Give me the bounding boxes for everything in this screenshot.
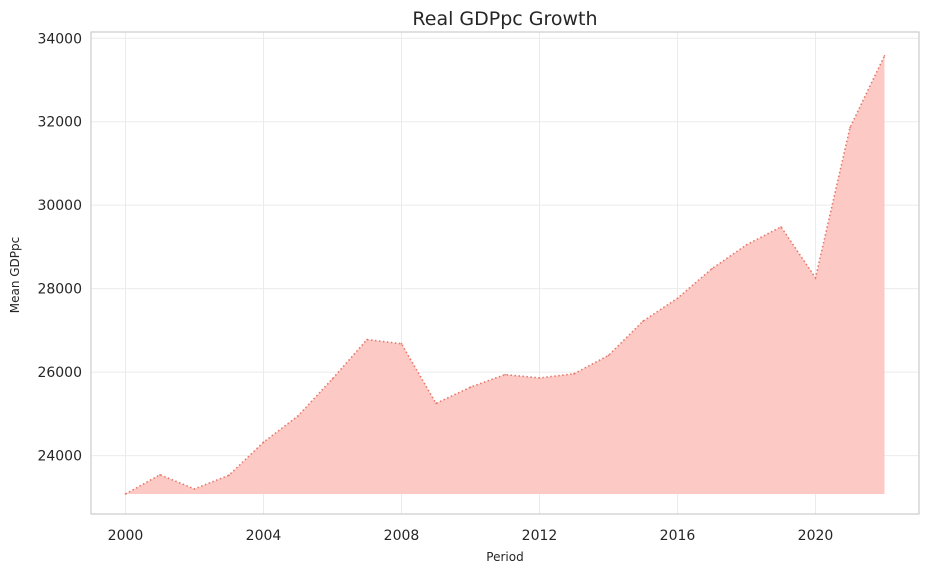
plot-frame [90, 31, 920, 515]
data-point [849, 126, 851, 129]
x-ticks: 2000 2004 2008 2012 2016 2020 [108, 528, 834, 544]
data-point [262, 441, 265, 444]
grid [91, 32, 919, 514]
area-fill [125, 55, 885, 494]
data-points [124, 54, 886, 495]
series-line [125, 55, 886, 495]
data-point [642, 320, 644, 323]
y-ticks: 24000 26000 28000 30000 32000 34000 [37, 31, 82, 464]
x-tick-label: 2012 [522, 528, 558, 544]
data-point [124, 493, 127, 495]
data-point [814, 276, 817, 279]
data-point [538, 377, 541, 379]
x-tick-label: 2004 [246, 528, 282, 544]
y-tick-label: 24000 [37, 449, 82, 465]
data-point [711, 267, 713, 270]
x-tick-label: 2020 [798, 528, 834, 544]
x-axis-label: Period [486, 550, 523, 564]
chart-title: Real GDPpc Growth [412, 8, 597, 30]
data-point [193, 488, 196, 490]
data-point [297, 415, 299, 417]
data-point [159, 473, 161, 476]
data-point [469, 386, 472, 388]
y-tick-label: 30000 [37, 198, 82, 214]
y-tick-label: 26000 [37, 365, 82, 381]
x-tick-label: 2008 [384, 528, 420, 544]
data-point [573, 372, 575, 375]
data-point [228, 474, 230, 476]
data-point [435, 402, 437, 405]
y-axis-label: Mean GDPpc [8, 237, 22, 314]
y-tick-label: 28000 [37, 282, 82, 298]
y-tick-label: 34000 [37, 31, 82, 47]
x-tick-label: 2016 [660, 528, 696, 544]
data-point [676, 297, 679, 300]
data-point [504, 373, 506, 376]
x-tick-label: 2000 [108, 528, 144, 544]
data-point [780, 226, 782, 228]
data-point [400, 342, 403, 345]
data-point [366, 338, 368, 341]
data-point [331, 377, 334, 380]
y-tick-label: 32000 [37, 115, 82, 131]
data-point [607, 354, 610, 357]
data-point [745, 244, 748, 246]
data-point [883, 54, 886, 57]
